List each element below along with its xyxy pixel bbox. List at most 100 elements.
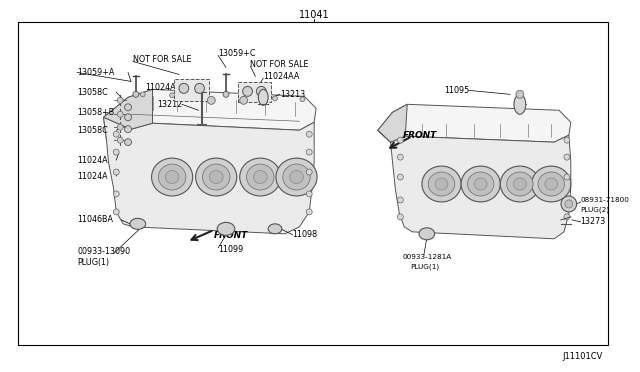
Circle shape [565, 200, 573, 208]
Ellipse shape [165, 170, 179, 183]
Ellipse shape [253, 170, 267, 183]
Circle shape [113, 209, 119, 215]
Ellipse shape [196, 158, 237, 196]
Circle shape [240, 96, 248, 104]
Bar [237, 82, 271, 102]
Circle shape [307, 169, 312, 175]
Ellipse shape [538, 172, 564, 196]
Circle shape [273, 96, 277, 101]
Circle shape [307, 131, 312, 137]
Circle shape [564, 137, 570, 143]
Circle shape [125, 114, 131, 121]
Circle shape [238, 95, 243, 100]
Text: 13058C: 13058C [77, 126, 108, 135]
Circle shape [564, 154, 570, 160]
Text: PLUG(2): PLUG(2) [580, 207, 610, 213]
Ellipse shape [422, 166, 461, 202]
Text: 11024A: 11024A [77, 171, 108, 180]
Ellipse shape [435, 178, 448, 190]
Circle shape [307, 191, 312, 197]
Ellipse shape [268, 224, 282, 234]
Circle shape [564, 214, 570, 220]
Text: 08931-71800: 08931-71800 [580, 197, 630, 203]
Ellipse shape [474, 178, 487, 190]
Circle shape [397, 197, 403, 203]
Circle shape [564, 197, 570, 203]
Ellipse shape [209, 170, 223, 183]
Text: 00933-13090: 00933-13090 [77, 247, 130, 256]
Polygon shape [378, 130, 571, 239]
Polygon shape [378, 104, 407, 142]
Circle shape [516, 90, 524, 98]
Circle shape [125, 104, 131, 111]
Circle shape [300, 97, 305, 102]
Circle shape [307, 209, 312, 215]
Text: 11024AA: 11024AA [145, 83, 182, 92]
Text: FRONT: FRONT [403, 131, 436, 140]
Circle shape [397, 174, 403, 180]
Text: 13058C: 13058C [77, 88, 108, 97]
Polygon shape [104, 117, 314, 234]
Text: 11024AA: 11024AA [263, 72, 300, 81]
Ellipse shape [152, 158, 193, 196]
Text: NOT FOR SALE: NOT FOR SALE [133, 55, 191, 64]
Text: 13212: 13212 [157, 100, 182, 109]
Circle shape [397, 137, 403, 143]
Ellipse shape [283, 164, 310, 190]
Ellipse shape [159, 164, 186, 190]
Circle shape [307, 149, 312, 155]
Bar [174, 79, 209, 101]
Ellipse shape [467, 172, 494, 196]
Text: 13213: 13213 [280, 90, 305, 99]
Text: 11046BA: 11046BA [77, 215, 113, 224]
Text: 11041: 11041 [299, 10, 330, 20]
Ellipse shape [500, 166, 540, 202]
Polygon shape [104, 89, 152, 129]
Circle shape [117, 124, 123, 130]
Ellipse shape [419, 228, 435, 240]
Text: 13058+B: 13058+B [77, 108, 115, 117]
Text: 13059+C: 13059+C [218, 49, 255, 58]
Circle shape [113, 149, 119, 155]
Circle shape [257, 86, 266, 96]
Circle shape [113, 191, 119, 197]
Text: 11098: 11098 [292, 230, 317, 239]
Circle shape [125, 139, 131, 146]
Circle shape [243, 86, 252, 96]
Text: J11101CV: J11101CV [563, 352, 603, 361]
Circle shape [207, 96, 215, 104]
Circle shape [195, 83, 204, 93]
Ellipse shape [240, 158, 281, 196]
Text: 11024A: 11024A [77, 155, 108, 164]
Circle shape [125, 126, 131, 133]
Circle shape [113, 169, 119, 175]
Ellipse shape [290, 170, 303, 183]
Ellipse shape [217, 222, 235, 235]
Text: 11099: 11099 [218, 245, 243, 254]
Circle shape [179, 83, 189, 93]
Text: NOT FOR SALE: NOT FOR SALE [250, 60, 309, 69]
Circle shape [564, 174, 570, 180]
Circle shape [117, 111, 123, 117]
Text: PLUG(1): PLUG(1) [410, 263, 439, 270]
Ellipse shape [513, 178, 526, 190]
Ellipse shape [202, 164, 230, 190]
Ellipse shape [259, 89, 268, 105]
Ellipse shape [428, 172, 455, 196]
Circle shape [117, 97, 123, 103]
Circle shape [113, 131, 119, 137]
Text: FRONT: FRONT [214, 231, 248, 240]
Ellipse shape [545, 178, 557, 190]
Ellipse shape [532, 166, 571, 202]
Ellipse shape [507, 172, 533, 196]
Polygon shape [378, 104, 571, 142]
Text: PLUG(1): PLUG(1) [77, 258, 109, 267]
Polygon shape [104, 89, 316, 140]
Text: 11095: 11095 [444, 86, 469, 95]
Ellipse shape [461, 166, 500, 202]
Circle shape [397, 154, 403, 160]
Text: 13059+A: 13059+A [77, 68, 115, 77]
Circle shape [561, 196, 577, 212]
Ellipse shape [514, 94, 525, 114]
Circle shape [140, 92, 145, 97]
